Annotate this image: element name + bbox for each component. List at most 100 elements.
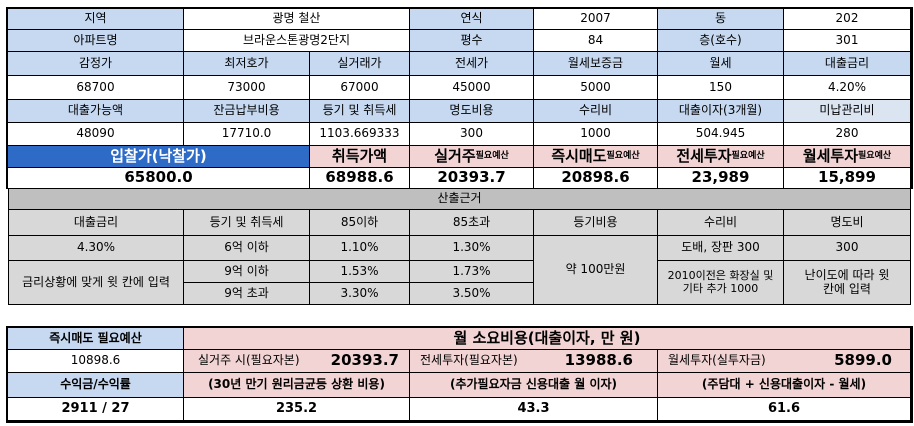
live-capital-label: 실거주 시(필요자본)	[198, 353, 300, 368]
basis-repair-header: 수리비	[658, 210, 784, 236]
basis-under85-header: 85이하	[310, 210, 410, 236]
registration-cost-note: 약 100만원	[534, 236, 658, 305]
live-budget-title: 실거주	[434, 146, 476, 165]
loan-amount-value: 48090	[8, 123, 184, 146]
registration-tax-value: 1103.669333	[310, 123, 410, 146]
live-monthly-value: 235.2	[184, 398, 410, 421]
wolse-capital-label: 월세투자(실투자금)	[668, 353, 766, 368]
tax-tier-2-under85: 1.53%	[310, 261, 410, 283]
basis-rate-value[interactable]: 4.30%	[8, 236, 184, 261]
region-value[interactable]: 광명 철산	[184, 9, 410, 30]
floor-label: 층(호수)	[658, 30, 784, 52]
basis-tax-header: 등기 및 취득세	[184, 210, 310, 236]
loan-interest-label: 대출이자(3개월)	[658, 100, 784, 123]
year-label: 연식	[410, 9, 534, 30]
live-monthly-note: (30년 만기 원리금균등 상환 비용)	[184, 373, 410, 398]
live-budget-label: 실거주 필요예산	[410, 146, 534, 168]
sell-budget-label: 즉시매도 필요예산	[534, 146, 658, 168]
min-price-value[interactable]: 73000	[184, 76, 310, 100]
basis-rate-note: 금리상황에 맞게 윗 칸에 입력	[8, 261, 184, 305]
monthly-rent-label: 월세	[658, 52, 784, 76]
building-value[interactable]: 202	[784, 9, 911, 30]
registration-tax-label: 등기 및 취득세	[310, 100, 410, 123]
tax-tier-3-under85: 3.30%	[310, 283, 410, 305]
year-value[interactable]: 2007	[534, 9, 658, 30]
live-capital-value: 20393.7	[330, 351, 399, 370]
floor-value[interactable]: 301	[784, 30, 911, 52]
live-capital-cell: 실거주 시(필요자본) 20393.7	[184, 350, 410, 373]
repair-cost-value[interactable]: 1000	[534, 123, 658, 146]
apartment-value[interactable]: 브라운스톤광명2단지	[184, 30, 410, 52]
bid-price-value[interactable]: 65800.0	[8, 168, 310, 189]
live-budget-value: 20393.7	[410, 168, 534, 189]
unpaid-fee-value[interactable]: 280	[784, 123, 911, 146]
monthly-cost-title: 월 소요비용(대출이자, 만 원)	[184, 328, 911, 350]
eviction-note-1: 300	[784, 236, 911, 261]
unpaid-fee-label: 미납관리비	[784, 100, 911, 123]
loan-amount-label: 대출가능액	[8, 100, 184, 123]
region-label: 지역	[8, 9, 184, 30]
acquisition-label: 취득가액	[310, 146, 410, 168]
wolse-capital-value: 5899.0	[834, 351, 892, 370]
min-price-label: 최저호가	[184, 52, 310, 76]
sell-budget-value: 20898.6	[534, 168, 658, 189]
jeonse-budget-title: 전세투자	[676, 146, 732, 165]
tax-tier-3: 9억 초과	[184, 283, 310, 305]
appraisal-label: 감정가	[8, 52, 184, 76]
acquisition-value: 68988.6	[310, 168, 410, 189]
repair-note-1: 도배, 장판 300	[658, 236, 784, 261]
jeonse-monthly-note: (추가필요자금 신용대출 월 이자)	[410, 373, 658, 398]
monthly-rent-value[interactable]: 150	[658, 76, 784, 100]
tax-tier-1: 6억 이하	[184, 236, 310, 261]
actual-price-value[interactable]: 67000	[310, 76, 410, 100]
size-label: 평수	[410, 30, 534, 52]
live-budget-suffix: 필요예산	[475, 151, 509, 162]
size-value[interactable]: 84	[534, 30, 658, 52]
wolse-budget-suffix: 필요예산	[858, 151, 892, 162]
balance-payment-label: 잔금납부비용	[184, 100, 310, 123]
wolse-budget-value: 15,899	[784, 168, 911, 189]
balance-payment-value: 17710.0	[184, 123, 310, 146]
tax-tier-1-over85: 1.30%	[410, 236, 534, 261]
tax-tier-1-under85: 1.10%	[310, 236, 410, 261]
wolse-monthly-value: 61.6	[658, 398, 911, 421]
actual-price-label: 실거래가	[310, 52, 410, 76]
basis-rate-header: 대출금리	[8, 210, 184, 236]
jeonse-capital-value: 13988.6	[564, 351, 633, 370]
basis-title: 산출근거	[8, 189, 911, 210]
wolse-budget-label: 월세투자 필요예산	[784, 146, 911, 168]
repair-cost-label: 수리비	[534, 100, 658, 123]
jeonse-price-label: 전세가	[410, 52, 534, 76]
sell-budget-suffix: 필요예산	[606, 151, 640, 162]
eviction-cost-label: 명도비용	[410, 100, 534, 123]
eviction-cost-value[interactable]: 300	[410, 123, 534, 146]
basis-over85-header: 85초과	[410, 210, 534, 236]
appraisal-value[interactable]: 68700	[8, 76, 184, 100]
tax-tier-2: 9억 이하	[184, 261, 310, 283]
jeonse-budget-value: 23,989	[658, 168, 784, 189]
jeonse-price-value[interactable]: 45000	[410, 76, 534, 100]
jeonse-capital-cell: 전세투자(필요자본) 13988.6	[410, 350, 658, 373]
basis-eviction-header: 명도비	[784, 210, 911, 236]
jeonse-budget-suffix: 필요예산	[731, 151, 765, 162]
tax-tier-3-over85: 3.50%	[410, 283, 534, 305]
sell-budget-value-bottom: 10898.6	[8, 350, 184, 373]
yield-label: 수익금/수익률	[8, 373, 184, 398]
building-label: 동	[658, 9, 784, 30]
eviction-note-2: 난이도에 따라 윗 칸에 입력	[784, 261, 911, 305]
wolse-monthly-note: (주담대 + 신용대출이자 - 월세)	[658, 373, 911, 398]
jeonse-capital-label: 전세투자(필요자본)	[420, 353, 518, 368]
yield-value: 2911 / 27	[8, 398, 184, 421]
jeonse-monthly-value: 43.3	[410, 398, 658, 421]
bid-price-label: 입찰가(낙찰가)	[8, 146, 310, 168]
basis-registration-header: 등기비용	[534, 210, 658, 236]
jeonse-budget-label: 전세투자 필요예산	[658, 146, 784, 168]
tax-tier-2-over85: 1.73%	[410, 261, 534, 283]
wolse-capital-cell: 월세투자(실투자금) 5899.0	[658, 350, 911, 373]
loan-rate-value[interactable]: 4.20%	[784, 76, 911, 100]
loan-rate-label: 대출금리	[784, 52, 911, 76]
repair-note-2: 2010이전은 화장실 및 기타 추가 1000	[658, 261, 784, 305]
sell-budget-label-bottom: 즉시매도 필요예산	[8, 328, 184, 350]
monthly-deposit-value[interactable]: 5000	[534, 76, 658, 100]
sell-budget-title: 즉시매도	[551, 146, 607, 165]
